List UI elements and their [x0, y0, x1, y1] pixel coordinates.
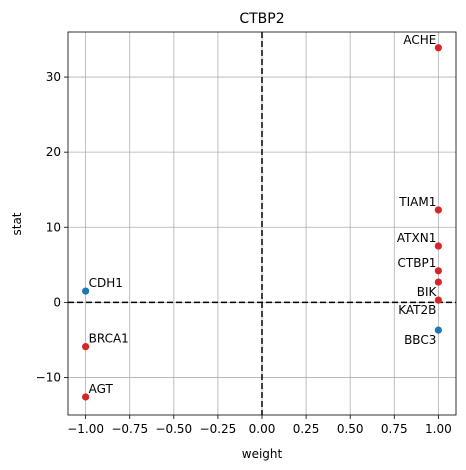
y-tick-label: −10	[36, 370, 61, 384]
y-tick-label: 30	[46, 70, 61, 84]
x-axis-label: weight	[242, 447, 283, 461]
point-labels: ACHE TIAM1 ATXN1 CTBP1 BIK KAT2B BBC3 CDH1 BRCA1…	[89, 33, 438, 396]
y-axis-ticks: −10 0 10 20 30	[36, 70, 68, 384]
point-label: TIAM1	[398, 195, 436, 209]
x-tick-label: 0.25	[293, 422, 320, 436]
y-tick-label: 10	[46, 220, 61, 234]
x-axis-ticks: −1.00 −0.75 −0.50 −0.25 0.00 0.25 0.50 0.75 1.00	[67, 415, 451, 436]
point-label: AGT	[89, 382, 114, 396]
reference-lines	[68, 32, 456, 415]
point-label: BIK	[417, 285, 438, 299]
x-tick-label: −0.50	[155, 422, 192, 436]
x-tick-label: 0.75	[381, 422, 408, 436]
point-label: ATXN1	[397, 231, 436, 245]
x-tick-label: −0.75	[111, 422, 148, 436]
x-tick-label: −0.25	[200, 422, 237, 436]
point-label: BBC3	[404, 333, 436, 347]
x-tick-label: −1.00	[67, 422, 104, 436]
point-label: BRCA1	[89, 332, 129, 346]
y-axis-label: stat	[10, 212, 24, 235]
point-label: ACHE	[403, 33, 436, 47]
y-tick-label: 20	[46, 145, 61, 159]
y-tick-label: 0	[53, 295, 61, 309]
chart-title: CTBP2	[239, 11, 284, 27]
x-tick-label: 0.50	[337, 422, 364, 436]
point-label: CDH1	[89, 276, 123, 290]
x-tick-label: 1.00	[425, 422, 452, 436]
point-label: CTBP1	[398, 256, 437, 270]
point-label: KAT2B	[398, 303, 436, 317]
x-tick-label: 0.00	[249, 422, 276, 436]
